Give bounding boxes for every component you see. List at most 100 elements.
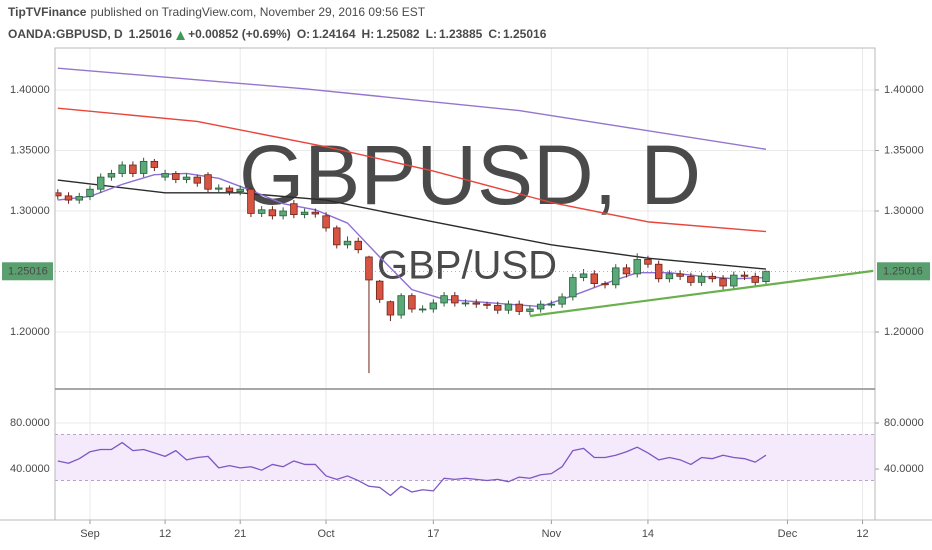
candle-body [665, 273, 674, 280]
candle-body [762, 270, 770, 282]
candle-body [601, 283, 609, 286]
candle-body [504, 303, 513, 311]
candle-body [322, 215, 330, 229]
up-arrow-icon [176, 31, 186, 40]
candle-body [719, 278, 727, 287]
y-tick-label-left: 1.35000 [10, 144, 50, 156]
x-tick-label: 14 [642, 528, 654, 540]
candle-body [461, 302, 470, 305]
candle-body [311, 211, 320, 215]
candle-body [279, 210, 287, 217]
candle-body [687, 275, 695, 283]
candle-body [236, 188, 244, 193]
x-tick-label: Oct [317, 528, 334, 540]
candle-body [418, 308, 427, 311]
candle-body [569, 277, 577, 298]
candle-body [96, 176, 105, 190]
price-pane: GBPUSD, D GBP/USD 1.20000 1.20000 1.30000 1.3… [2, 48, 930, 388]
candle-body [118, 164, 126, 174]
header: TipTVFinance published on TradingView.com… [8, 5, 547, 41]
candle-body [182, 176, 191, 180]
last-price: 1.25016 [129, 27, 173, 41]
candle-body [408, 295, 416, 310]
candle-body [483, 303, 491, 306]
candle-body [440, 295, 448, 304]
candle-body [247, 188, 255, 214]
ohlc-value: 1.23885 [439, 27, 483, 41]
x-tick-label: 12 [159, 528, 171, 540]
x-tick-label: 17 [427, 528, 439, 540]
candle-body [290, 203, 298, 216]
candle-body [333, 227, 341, 246]
candle-body [730, 274, 738, 287]
last-price-label-right: 1.25016 [883, 266, 923, 278]
y-tick-label-right: 1.35000 [884, 144, 924, 156]
y-tick-label-right: 1.40000 [884, 84, 924, 96]
x-tick-label: Sep [80, 528, 100, 540]
y-tick-label-right: 1.20000 [884, 326, 924, 338]
candle-body [215, 187, 223, 190]
moving-average-line [57, 107, 767, 233]
candle-body [386, 301, 395, 316]
moving-average-line [57, 67, 767, 150]
y-tick-label-right: 80.0000 [884, 417, 924, 429]
candle-body [64, 195, 73, 201]
candle-body [526, 308, 534, 312]
trend-line [529, 269, 874, 318]
rsi-pane: 40.0000 40.0000 80.0000 80.0000 Sep 12 21 Oct 17… [10, 390, 924, 540]
candle-body [633, 258, 641, 275]
last-price-label-left: 1.25016 [8, 266, 48, 278]
candle-body [708, 275, 717, 280]
x-tick-label: Nov [542, 528, 562, 540]
candle-body [193, 176, 202, 184]
candle-body [150, 160, 159, 168]
candle-body [676, 273, 684, 277]
candle-body [204, 174, 212, 190]
y-tick-label-right: 1.30000 [884, 205, 924, 217]
published-text: published on TradingView.com, November 2… [90, 5, 425, 19]
y-tick-label-left: 1.40000 [10, 84, 50, 96]
rsi-band [55, 434, 875, 481]
author-link: TipTVFinance [8, 5, 87, 19]
candle-body [547, 303, 556, 306]
change: +0.00852 (+0.69%) [188, 27, 291, 41]
candle-body [579, 273, 588, 278]
watermark-subtitle: GBP/USD [377, 244, 557, 288]
candle-body [622, 267, 631, 275]
y-tick-label-left: 1.20000 [10, 326, 50, 338]
candle-body [472, 302, 480, 305]
candle-body [375, 280, 384, 300]
x-tick-label: 12 [856, 528, 868, 540]
last-price-badge-left [2, 262, 53, 281]
ohlc-label: C: [488, 27, 501, 41]
candle-body [515, 303, 523, 312]
candle-body [55, 192, 62, 197]
candle-body [644, 258, 652, 265]
candle-body [365, 256, 373, 281]
ohlc-value: 1.25016 [503, 27, 547, 41]
ohlc-label: O: [297, 27, 310, 41]
candle-body [536, 303, 545, 310]
candle-body [257, 209, 266, 214]
candle-body [161, 173, 169, 178]
ohlc-value: 1.25082 [376, 27, 420, 41]
y-tick-label-right: 40.0000 [884, 463, 924, 475]
candle-body [268, 209, 277, 217]
candle-body [139, 160, 148, 174]
candle-body [558, 296, 566, 305]
ohlc-label: L: [426, 27, 437, 41]
x-tick-label: Dec [778, 528, 798, 540]
rsi-line [57, 441, 767, 497]
x-tick-label: 21 [234, 528, 246, 540]
candle-body [654, 263, 663, 280]
watermark: GBPUSD, D [239, 128, 701, 222]
last-price-badge-right [877, 262, 930, 281]
candle-body [86, 188, 94, 197]
y-tick-label-left: 80.0000 [10, 417, 50, 429]
candle-body [172, 173, 180, 180]
plot-area: GBPUSD, D GBP/USD [55, 48, 875, 388]
moving-average-line [57, 179, 767, 270]
candle-body [590, 273, 599, 284]
